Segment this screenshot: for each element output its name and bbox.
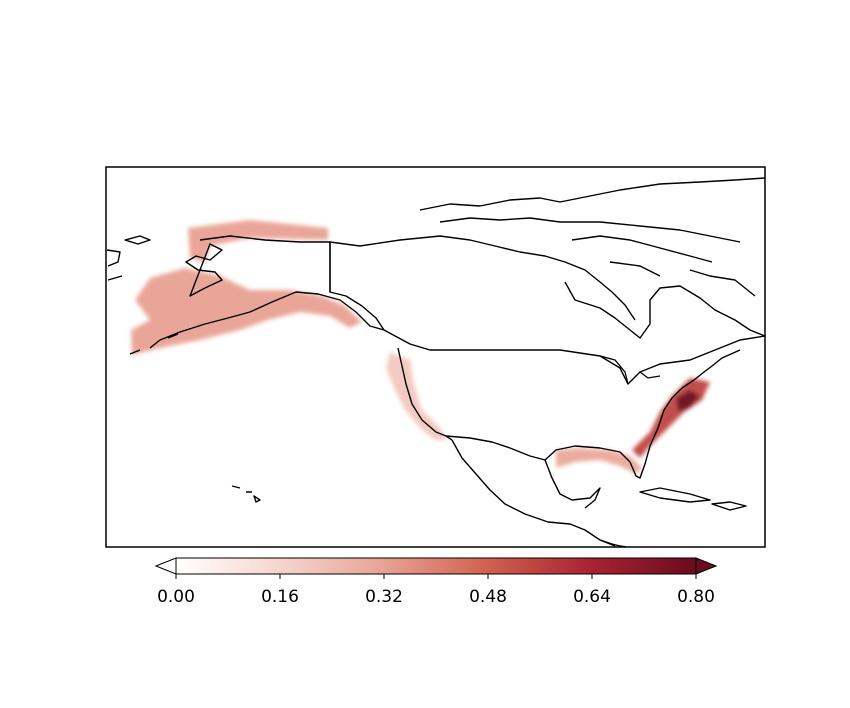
great-lakes — [599, 355, 661, 385]
colorbar-tick-label: 0.16 — [261, 587, 299, 607]
gulf-coast — [544, 445, 651, 479]
canada-arctic-coastline — [329, 177, 765, 321]
hudson-bay-coastline — [564, 269, 765, 339]
us-mexico-border — [445, 435, 546, 461]
colorbar-ticks: 0.00 0.16 0.32 0.48 0.64 0.80 — [157, 574, 715, 607]
colorbar-extend-high — [695, 557, 718, 575]
region-chesapeake-delaware-bays — [676, 390, 700, 412]
aleutian-islands — [106, 235, 179, 355]
colorbar-tick-label: 0.48 — [469, 587, 507, 607]
colorbar-tick-label: 0.64 — [573, 587, 611, 607]
region-us-east-coast — [632, 378, 710, 458]
hawaii-islands — [231, 485, 261, 503]
hispaniola — [711, 501, 747, 511]
alaska-coastline — [149, 235, 385, 349]
region-alaska-north-shelf — [188, 220, 328, 262]
us-east-coast — [649, 349, 741, 447]
colorbar-tick-label: 0.00 — [157, 587, 195, 607]
cuba — [639, 487, 711, 503]
map-area — [106, 177, 765, 547]
colorbar-tick-label: 0.32 — [365, 587, 403, 607]
colorbar: 0.00 0.16 0.32 0.48 0.64 0.80 — [154, 557, 718, 607]
colorbar-extend-low — [154, 557, 177, 575]
mexico-coastline — [451, 439, 616, 547]
coastline-layer — [106, 177, 765, 547]
colorbar-tick-label: 0.80 — [677, 587, 715, 607]
colorbar-gradient — [175, 557, 697, 575]
us-west-coast — [397, 347, 453, 441]
shading-layer — [131, 220, 710, 474]
region-pacific-northwest-and-california-coast — [386, 352, 448, 440]
region-gulf-of-mexico-coast — [556, 448, 642, 474]
map-frame — [105, 166, 766, 548]
region-alaska-and-aleutians-shelf — [131, 268, 362, 355]
